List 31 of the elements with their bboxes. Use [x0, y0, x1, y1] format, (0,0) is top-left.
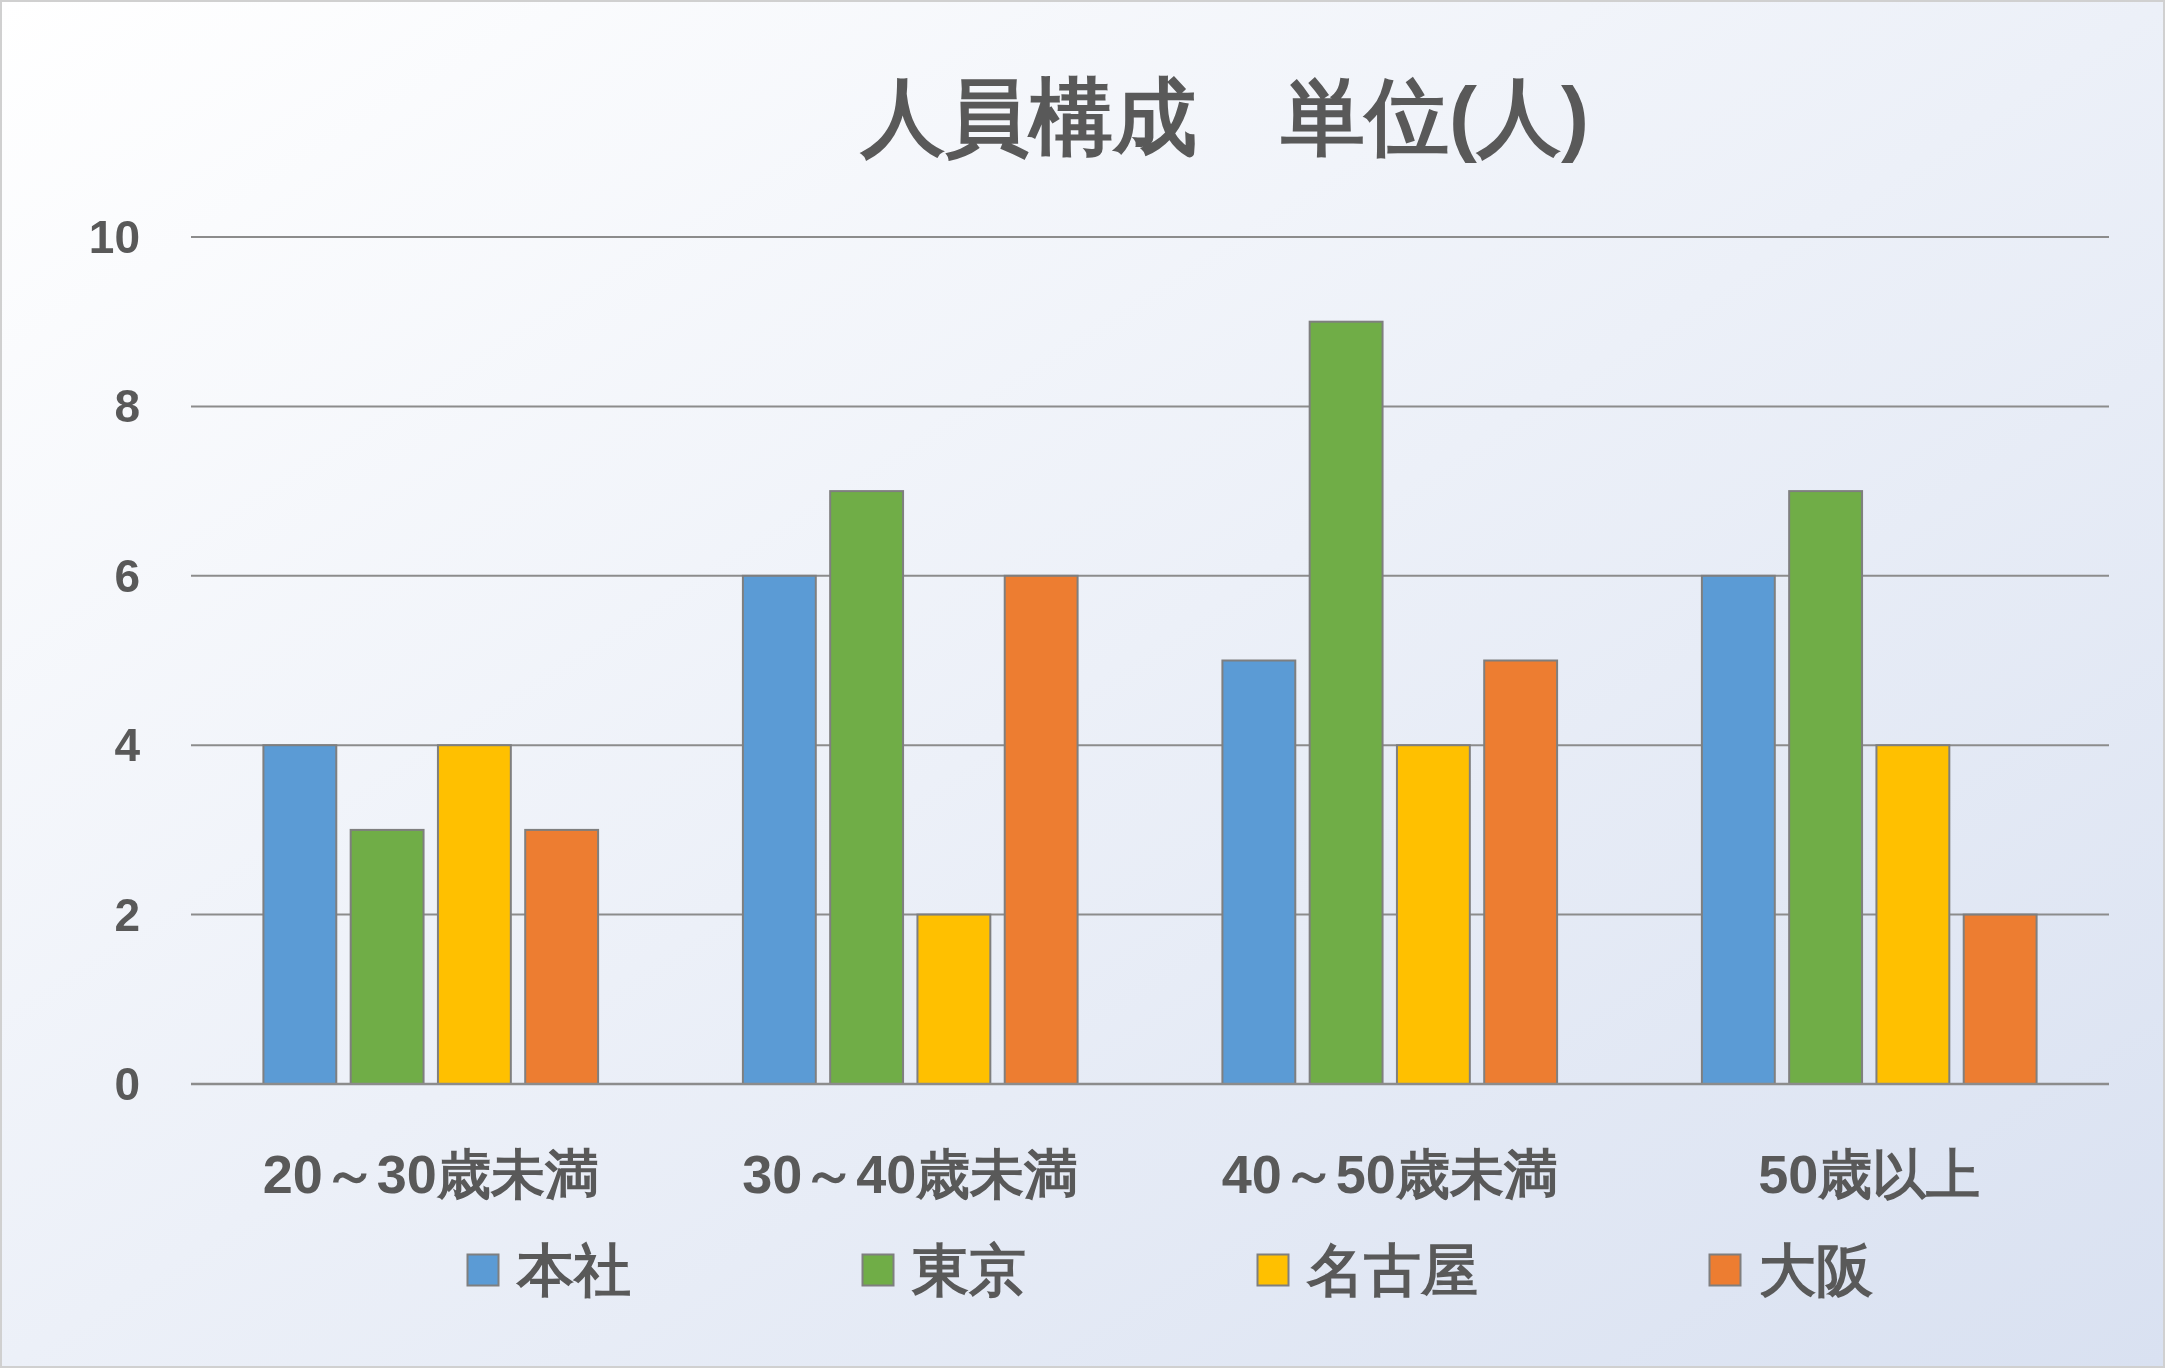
x-tick-label: 50歳以上 [1758, 1144, 1981, 1204]
bar [1788, 490, 1864, 1085]
bar [349, 828, 425, 1085]
legend-label: 東京 [910, 1238, 1026, 1302]
bar [741, 574, 817, 1085]
chart-title: 人員構成 単位(人) [859, 70, 1589, 164]
bar [262, 744, 338, 1085]
bar [916, 913, 992, 1085]
bar [829, 490, 905, 1085]
legend-label: 大阪 [1758, 1238, 1874, 1302]
y-tick-label: 0 [114, 1058, 140, 1110]
bar [1483, 659, 1559, 1085]
bar [1700, 574, 1776, 1085]
y-tick-label: 2 [114, 888, 140, 941]
bar [1875, 744, 1951, 1085]
x-tick-label: 30～40歳未満 [742, 1144, 1079, 1204]
y-tick-label: 10 [88, 211, 140, 263]
legend-label: 本社 [514, 1238, 631, 1302]
bar [1962, 913, 2038, 1085]
legend-label: 名古屋 [1305, 1238, 1478, 1302]
x-tick-label: 20～30歳未満 [262, 1144, 599, 1204]
y-tick-label: 4 [114, 719, 141, 772]
y-tick-label: 6 [114, 549, 140, 602]
bar [436, 744, 512, 1085]
bar [1003, 574, 1079, 1085]
bar [1308, 320, 1384, 1085]
bar [1221, 659, 1297, 1085]
bar [1395, 744, 1471, 1085]
bar [524, 828, 600, 1085]
y-tick-label: 8 [114, 380, 140, 433]
x-tick-label: 40～50歳未満 [1221, 1144, 1558, 1204]
